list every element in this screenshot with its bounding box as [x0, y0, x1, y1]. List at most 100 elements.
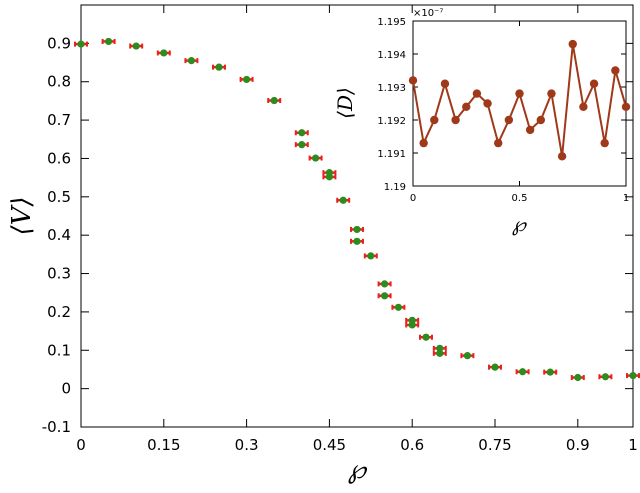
main-marker — [215, 63, 223, 71]
main-y-tick-label: -0.1 — [42, 418, 71, 436]
main-marker — [105, 37, 113, 46]
main-axis-ticks: 0 0.15 0.3 0.45 0.6 0.75 0.9 1 -0.1 0 0.1 0.2 0.3 0.4… — [42, 5, 638, 454]
main-data-point — [488, 363, 502, 371]
main-data-point — [308, 154, 323, 162]
main-marker — [298, 129, 306, 137]
inset-x-tick-label: 0 — [410, 193, 416, 204]
main-y-axis-label: ⟨V⟩ — [7, 196, 37, 235]
inset-axis-ticks: 0 0.5 1 1.19 1.191 1.192 1.193 1.194 1.195 — [377, 17, 629, 204]
main-data-point — [267, 96, 282, 105]
main-marker — [546, 368, 554, 376]
main-data-point — [294, 141, 309, 149]
main-marker — [353, 225, 361, 234]
main-marker — [574, 373, 582, 382]
inset-marker — [504, 115, 514, 125]
inset-x-tick-label: 0.5 — [512, 193, 528, 204]
main-data-points — [74, 37, 640, 382]
main-data-point — [570, 373, 585, 382]
main-data-point — [515, 368, 530, 376]
main-marker — [270, 96, 278, 105]
inset-y-tick-label: 1.191 — [377, 149, 406, 160]
main-data-point — [212, 63, 226, 71]
main-x-tick-label: 0 — [76, 436, 86, 454]
main-data-point — [391, 303, 406, 311]
inset-y-tick-label: 1.193 — [377, 83, 406, 94]
main-marker — [491, 363, 499, 371]
inset-marker — [557, 152, 567, 161]
main-data-point — [543, 368, 558, 376]
main-data-point — [405, 321, 420, 329]
main-data-point — [156, 49, 171, 57]
inset-plot: 0 0.5 1 1.19 1.191 1.192 1.193 1.194 1.195 ×10⁻⁷… — [333, 8, 631, 236]
main-marker — [463, 352, 471, 360]
main-y-tick-label: 0.6 — [47, 149, 71, 167]
main-marker — [243, 75, 251, 84]
inset-marker — [589, 79, 599, 88]
inset-marker — [408, 76, 418, 85]
main-marker — [298, 141, 306, 149]
main-data-point — [294, 129, 309, 137]
main-data-point — [363, 252, 378, 260]
inset-y-multiplier: ×10⁻⁷ — [413, 8, 443, 19]
main-data-point — [626, 371, 640, 380]
main-data-point — [432, 344, 447, 352]
main-y-tick-label: 0.7 — [47, 111, 71, 129]
main-y-tick-label: 0 — [61, 380, 71, 398]
inset-plot-background — [413, 21, 626, 186]
main-marker — [436, 349, 444, 357]
main-marker — [381, 280, 389, 288]
main-x-tick-label: 0.15 — [147, 436, 180, 454]
main-marker — [353, 237, 361, 245]
main-y-tick-label: 0.9 — [47, 34, 71, 52]
inset-y-axis-label: ⟨D⟩ — [333, 87, 357, 119]
main-data-point — [598, 373, 613, 381]
main-x-tick-label: 0.6 — [400, 436, 424, 454]
inset-y-tick-label: 1.192 — [377, 116, 406, 127]
main-marker — [601, 373, 610, 381]
main-data-point — [74, 40, 88, 48]
inset-y-tick-label: 1.195 — [377, 17, 406, 28]
inset-marker — [494, 138, 503, 148]
inset-marker — [483, 99, 492, 108]
main-data-point — [460, 352, 475, 360]
inset-marker — [536, 115, 545, 125]
inset-marker — [451, 115, 460, 125]
main-data-point — [336, 196, 351, 204]
inset-marker — [430, 115, 439, 125]
main-data-point — [377, 280, 392, 288]
main-data-point — [322, 173, 337, 181]
main-data-point — [129, 42, 144, 50]
main-x-axis-label: ℘ — [348, 455, 368, 485]
main-marker — [408, 321, 416, 329]
main-y-tick-label: 0.3 — [47, 265, 71, 283]
inset-marker — [547, 89, 556, 98]
main-data-point — [350, 225, 364, 234]
main-data-point — [239, 75, 254, 84]
main-x-tick-label: 0.3 — [235, 436, 259, 454]
main-x-tick-label: 0.9 — [566, 436, 590, 454]
main-data-point — [101, 37, 116, 46]
main-y-tick-label: 0.8 — [47, 73, 71, 91]
main-marker — [339, 196, 347, 204]
main-data-point — [377, 292, 392, 300]
main-x-tick-label: 1 — [628, 436, 638, 454]
main-data-point — [419, 333, 433, 341]
main-marker — [381, 292, 389, 300]
main-marker — [325, 173, 333, 181]
inset-marker — [579, 102, 588, 112]
main-data-point — [184, 57, 199, 65]
inset-y-tick-label: 1.19 — [384, 182, 406, 193]
main-data-point — [350, 237, 364, 245]
main-y-tick-label: 0.5 — [47, 188, 71, 206]
main-marker — [77, 40, 85, 48]
inset-x-tick-label: 1 — [623, 193, 629, 204]
inset-data-series — [408, 39, 631, 161]
main-marker — [132, 42, 140, 50]
main-y-tick-label: 0.4 — [47, 226, 71, 244]
main-marker — [436, 344, 444, 352]
inset-marker — [611, 66, 620, 75]
inset-y-tick-label: 1.194 — [377, 50, 406, 61]
inset-marker — [525, 125, 535, 135]
inset-x-axis-label: ℘ — [512, 212, 527, 236]
